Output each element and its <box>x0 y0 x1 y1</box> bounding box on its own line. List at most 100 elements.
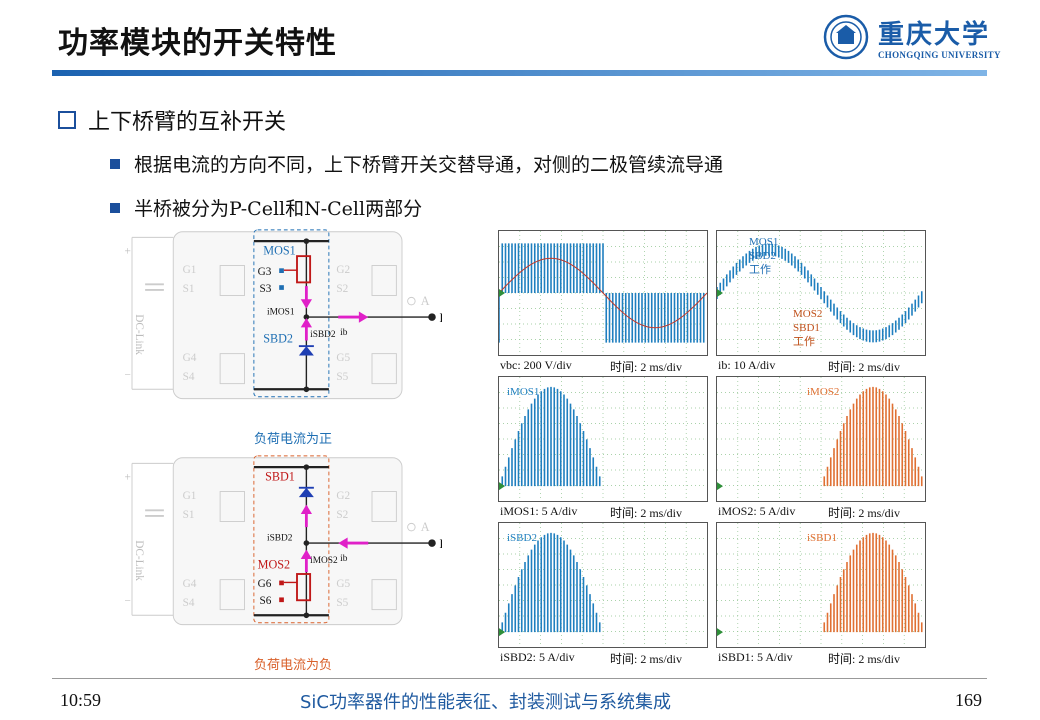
g2-label: G2 <box>336 264 350 276</box>
node-a-label: A <box>421 294 430 308</box>
g6-label: G6 <box>258 578 272 590</box>
sbd1-label: SBD1 <box>265 469 295 483</box>
mode-annotation: MOS1 <box>749 236 778 248</box>
i-sbd2-label: iSBD2 <box>267 533 293 543</box>
g2-label: G2 <box>336 490 350 502</box>
waveform-trace <box>823 532 923 633</box>
circuit-positive-current: + − DC-Link G1 S1 G4 S4 G2 S2 G5 S5 MOS1… <box>125 229 442 400</box>
g5-label: G5 <box>336 578 350 590</box>
page-number: 169 <box>955 690 982 710</box>
s1-label: S1 <box>183 509 195 521</box>
scale-label: iSBD1: 5 A/div <box>718 650 793 664</box>
ground-marker-icon <box>499 628 505 637</box>
s2-label: S2 <box>336 283 348 295</box>
waveform-trace <box>501 386 601 487</box>
waveform-plot-isbd2: iSBD2 <box>498 522 708 648</box>
node-a-label: A <box>421 520 430 534</box>
sbd2-label: SBD2 <box>263 331 293 345</box>
mode-annotation: SBD1 <box>793 322 820 334</box>
waveform-plot-isbd1: iSBD1 <box>716 522 926 648</box>
ib-label: ib <box>340 554 348 564</box>
waveform-trace <box>501 532 601 633</box>
ground-marker-icon <box>717 628 723 637</box>
scale-label: iMOS1: 5 A/div <box>500 504 578 518</box>
s6-label: S6 <box>260 595 272 607</box>
footer-divider <box>52 678 987 679</box>
square-bullet-icon <box>110 202 120 213</box>
signal-label: iMOS1 <box>507 386 539 398</box>
time-scale-label: 时间: 2 ms/div <box>828 360 901 374</box>
node-b-label: B <box>440 537 442 551</box>
waveform-trace <box>717 243 923 343</box>
minus-label: − <box>125 369 131 381</box>
title-underline <box>52 70 987 76</box>
bullet-text: 根据电流的方向不同，上下桥臂开关交替导通，对侧的二极管续流导通 <box>134 154 724 176</box>
ground-marker-icon <box>499 482 505 491</box>
time-scale-label: 时间: 2 ms/div <box>610 506 683 520</box>
mos2-label: MOS2 <box>258 557 290 571</box>
waveform-trace <box>823 386 923 487</box>
s5-label: S5 <box>336 597 348 609</box>
caption-negative: 负荷电流为负 <box>254 658 333 673</box>
scale-label: vbc: 200 V/div <box>500 358 572 372</box>
plus-label: + <box>125 245 131 257</box>
g1-label: G1 <box>183 490 197 502</box>
section-heading-text: 上下桥臂的互补开关 <box>88 110 287 135</box>
university-logo-text: 重庆大学 <box>878 20 991 50</box>
mode-annotation: 工作 <box>793 335 815 348</box>
g4-label: G4 <box>183 352 197 364</box>
bullet-item: 根据电流的方向不同，上下桥臂开关交替导通，对侧的二极管续流导通 <box>110 150 723 177</box>
checkbox-bullet-icon <box>58 111 76 129</box>
mos1-label: MOS1 <box>263 243 295 257</box>
i-mos2-label: iMOS2 <box>310 556 338 566</box>
mode-annotation: MOS2 <box>793 308 822 320</box>
waveform-plot-imos2: iMOS2 <box>716 376 926 502</box>
scale-label: iMOS2: 5 A/div <box>718 504 796 518</box>
dclink-label: DC-Link <box>133 314 145 355</box>
time-scale-label: 时间: 2 ms/div <box>610 652 683 666</box>
waveform-plot-imos1: iMOS1 <box>498 376 708 502</box>
ground-marker-icon <box>717 289 723 297</box>
university-seal-icon <box>823 14 869 60</box>
g1-label: G1 <box>183 264 197 276</box>
circuit-negative-current: + − DC-Link G1 S1 G4 S4 G2 S2 G5 S5 SBD1… <box>125 455 442 626</box>
scale-label: iSBD2: 5 A/div <box>500 650 575 664</box>
time-scale-label: 时间: 2 ms/div <box>828 506 901 520</box>
g4-label: G4 <box>183 578 197 590</box>
waveform-plot-vbc <box>498 230 708 356</box>
time-scale-label: 时间: 2 ms/div <box>610 360 683 374</box>
bullet-text: 半桥被分为P-Cell和N-Cell两部分 <box>134 198 423 220</box>
s3-label: S3 <box>260 283 272 295</box>
node-b-label: B <box>440 311 442 325</box>
footer-time: 10:59 <box>60 690 102 710</box>
i-mos1-label: iMOS1 <box>267 307 295 317</box>
mode-annotation: 工作 <box>749 263 771 276</box>
s4-label: S4 <box>183 371 195 383</box>
s5-label: S5 <box>336 371 348 383</box>
ib-label: ib <box>340 328 348 338</box>
signal-label: iSBD1 <box>807 532 837 544</box>
s2-label: S2 <box>336 509 348 521</box>
g5-label: G5 <box>336 352 350 364</box>
scale-label: ib: 10 A/div <box>718 358 776 372</box>
reference-sine <box>499 257 707 329</box>
square-bullet-icon <box>110 158 120 169</box>
mode-annotation: SBD2 <box>749 250 776 262</box>
university-logo-en: CHONGQING UNIVERSITY <box>878 50 1001 60</box>
s4-label: S4 <box>183 597 195 609</box>
time-scale-label: 时间: 2 ms/div <box>828 652 901 666</box>
ground-marker-icon <box>499 289 505 297</box>
signal-label: iMOS2 <box>807 386 839 398</box>
waveform-trace <box>499 243 705 343</box>
caption-positive: 负荷电流为正 <box>254 432 333 447</box>
plus-label: + <box>125 471 131 483</box>
dclink-label: DC-Link <box>133 540 145 581</box>
ground-marker-icon <box>717 482 723 491</box>
s1-label: S1 <box>183 283 195 295</box>
section-heading: 上下桥臂的互补开关 <box>58 104 286 136</box>
page-title: 功率模块的开关特性 <box>58 26 337 61</box>
footer-title: SiC功率器件的性能表征、封装测试与系统集成 <box>300 692 671 713</box>
i-sbd2-label: iSBD2 <box>310 330 336 340</box>
signal-label: iSBD2 <box>507 532 537 544</box>
